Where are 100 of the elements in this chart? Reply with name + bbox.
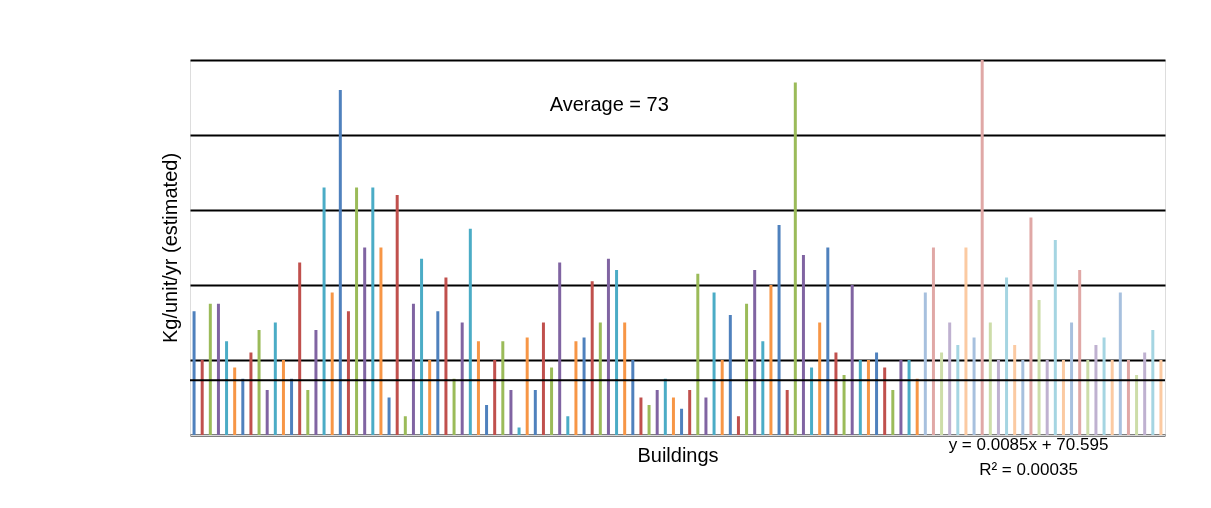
bar: [1021, 360, 1025, 435]
bar: [379, 247, 383, 435]
bar: [387, 397, 391, 435]
bar: [395, 195, 399, 435]
bar: [460, 322, 464, 435]
bar: [476, 341, 480, 435]
bar: [216, 303, 220, 435]
bar: [680, 408, 684, 435]
bar: [208, 303, 212, 435]
bar: [1029, 217, 1033, 435]
bar: [1086, 360, 1090, 435]
bar: [1110, 360, 1114, 435]
bar: [436, 311, 440, 435]
bar: [281, 360, 285, 435]
bar: [793, 82, 797, 435]
bar: [509, 390, 513, 435]
bar: [192, 311, 196, 435]
bar: [257, 330, 261, 435]
bar: [923, 292, 927, 435]
bar: [883, 367, 887, 435]
bar: [1045, 360, 1049, 435]
bar: [1013, 345, 1017, 435]
bar: [1126, 360, 1130, 435]
bar: [241, 378, 245, 435]
bar: [704, 397, 708, 435]
bar: [290, 378, 294, 435]
bar: [428, 360, 432, 435]
bar: [818, 322, 822, 435]
bar: [233, 367, 237, 435]
bar: [736, 416, 740, 435]
bar: [1143, 352, 1147, 435]
bar: [761, 341, 765, 435]
annotation: y = 0.0085x + 70.595: [948, 435, 1109, 454]
bar: [525, 337, 529, 435]
bar: [1037, 300, 1041, 435]
bar: [550, 367, 554, 435]
bar: [875, 352, 879, 435]
bar: [590, 281, 594, 435]
bar: [363, 247, 367, 435]
bar: [265, 390, 269, 435]
bar: [671, 397, 675, 435]
bar: [858, 360, 862, 435]
bar: [558, 262, 562, 435]
bar: [915, 378, 919, 435]
bar: [1094, 345, 1098, 435]
bar: [745, 303, 749, 435]
x-axis-title: Buildings: [637, 443, 719, 466]
bar: [663, 378, 667, 435]
bar: [948, 322, 952, 435]
bar: [533, 390, 537, 435]
bar: [452, 378, 456, 435]
bar: [907, 360, 911, 435]
bar: [493, 360, 497, 435]
bar: [322, 187, 326, 435]
bar: [1061, 360, 1065, 435]
bar: [826, 247, 830, 435]
bar: [574, 341, 578, 435]
bar: [728, 315, 732, 435]
bar: [1070, 322, 1074, 435]
bar: [582, 337, 586, 435]
bar: [647, 405, 651, 435]
bar: [314, 330, 318, 435]
bar: [273, 322, 277, 435]
bar: [996, 360, 1000, 435]
bar: [444, 277, 448, 435]
bar: [696, 273, 700, 435]
bar: [330, 292, 334, 435]
bar: [1118, 292, 1122, 435]
bar: [631, 360, 635, 435]
bar: [753, 270, 757, 435]
bar: [403, 416, 407, 435]
bar: [1005, 277, 1009, 435]
bar: [411, 303, 415, 435]
bar: [1151, 330, 1155, 435]
bar: [346, 311, 350, 435]
bar: [801, 255, 805, 435]
bar: [842, 375, 846, 435]
bar: [420, 258, 424, 435]
bar: [338, 90, 342, 435]
bar: [501, 341, 505, 435]
y-axis-title: Kg/unit/yr (estimated): [158, 152, 181, 344]
bar: [940, 352, 944, 435]
bar: [225, 341, 229, 435]
text: R² = 0.00035: [979, 460, 1078, 479]
bar: [541, 322, 545, 435]
bar: [566, 416, 570, 435]
bar: [850, 285, 854, 435]
bar: [777, 225, 781, 435]
bar: [956, 345, 960, 435]
bar: [785, 390, 789, 435]
bar: [972, 337, 976, 435]
bar: [639, 397, 643, 435]
bar: [606, 258, 610, 435]
bar: [866, 360, 870, 435]
bar: [1053, 240, 1057, 435]
bar: [769, 285, 773, 435]
bar: [623, 322, 627, 435]
bar: [371, 187, 375, 435]
bar: [355, 187, 359, 435]
bar: [834, 352, 838, 435]
